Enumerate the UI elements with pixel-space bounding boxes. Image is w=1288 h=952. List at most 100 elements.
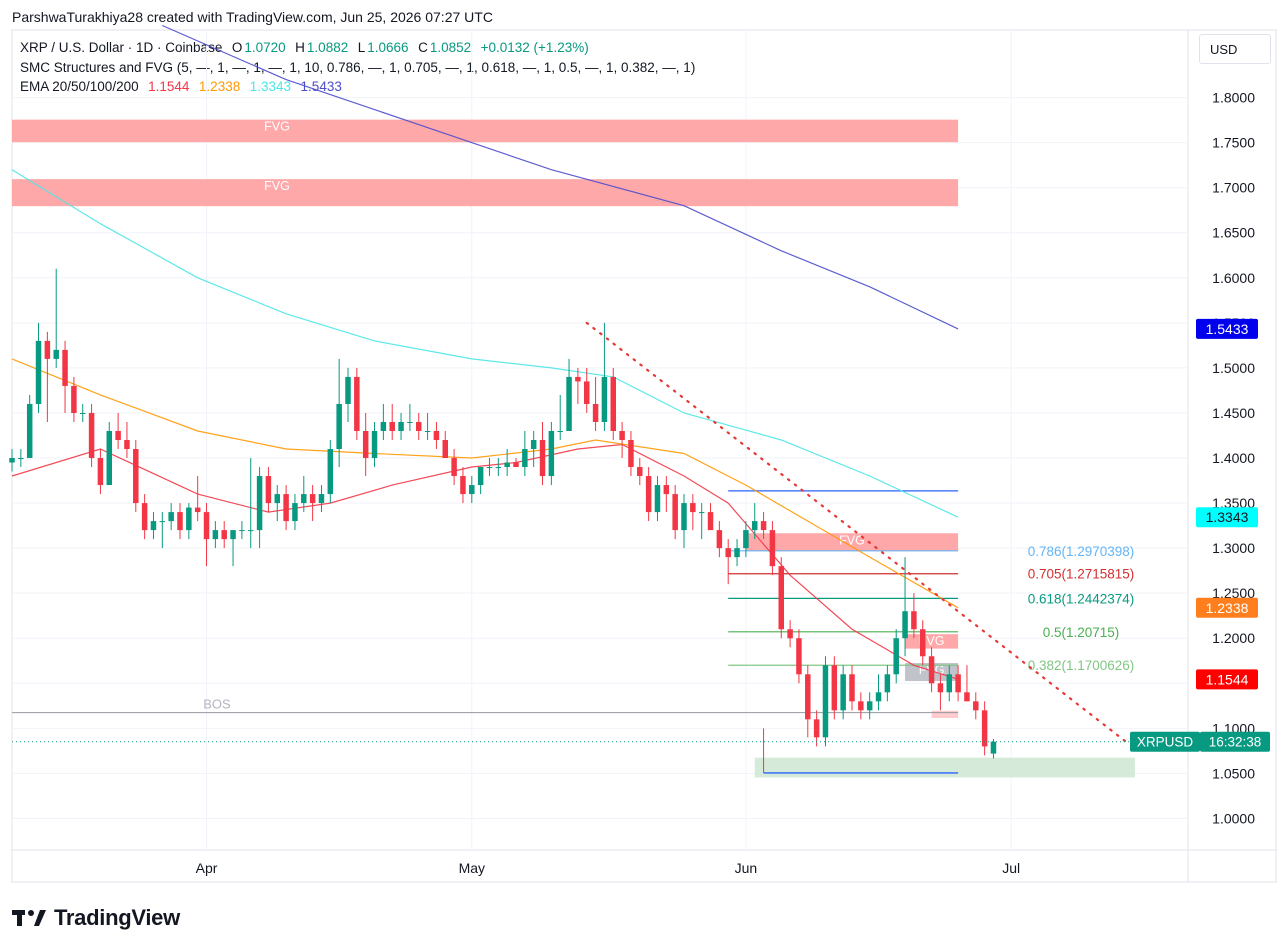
candle-body bbox=[645, 476, 652, 513]
candle bbox=[124, 421, 130, 459]
candle-body bbox=[71, 385, 77, 413]
candle-body bbox=[79, 412, 86, 414]
candle bbox=[336, 358, 342, 468]
fib-level-label: 0.786(1.2970398) bbox=[1028, 544, 1135, 559]
candle-body bbox=[858, 701, 864, 711]
candle-body bbox=[619, 430, 625, 440]
candle bbox=[928, 647, 935, 693]
candle-body bbox=[813, 719, 820, 738]
candle-body bbox=[88, 412, 95, 459]
candle bbox=[203, 503, 210, 567]
candle-body bbox=[787, 629, 793, 639]
candle bbox=[592, 376, 599, 431]
candle-body bbox=[106, 430, 113, 486]
candle-body bbox=[451, 458, 457, 477]
y-tick-label: 1.2500 bbox=[1212, 585, 1255, 601]
candle bbox=[884, 665, 891, 702]
candle-body bbox=[159, 521, 166, 523]
tradingview-logo[interactable]: TradingView bbox=[12, 905, 180, 931]
ema-indicator-label: EMA 20/50/100/200 bbox=[20, 79, 139, 94]
candle-body bbox=[44, 340, 51, 359]
candle-body bbox=[866, 701, 873, 711]
candle bbox=[955, 665, 961, 702]
fib-level-label: 0.382(1.1700626) bbox=[1028, 658, 1135, 673]
candle-body bbox=[354, 376, 360, 431]
candle bbox=[18, 449, 24, 468]
candle-body bbox=[964, 692, 970, 702]
candle-body bbox=[831, 665, 838, 711]
candle-body bbox=[539, 440, 546, 477]
candle bbox=[645, 467, 652, 522]
candle bbox=[106, 421, 113, 486]
candle bbox=[177, 503, 183, 540]
candle bbox=[460, 467, 466, 504]
fvg-zone bbox=[12, 179, 959, 207]
candle-body bbox=[495, 467, 502, 469]
y-tick-label: 1.4000 bbox=[1212, 450, 1255, 466]
candle bbox=[822, 656, 829, 747]
candle-body bbox=[168, 512, 174, 522]
y-tick-label: 1.6500 bbox=[1212, 225, 1255, 241]
candle-body bbox=[751, 521, 758, 531]
candle-body bbox=[504, 462, 510, 468]
candle-body bbox=[734, 548, 740, 558]
change-value: +0.0132 (+1.23%) bbox=[480, 40, 589, 55]
candle-body bbox=[583, 381, 590, 404]
candle-body bbox=[981, 710, 988, 747]
candle-body bbox=[442, 440, 449, 459]
candle-body bbox=[849, 674, 855, 702]
candle bbox=[522, 430, 528, 477]
candle bbox=[716, 521, 723, 558]
ema20-value: 1.1544 bbox=[148, 79, 190, 94]
candle-body bbox=[822, 665, 829, 738]
symbol-legend-row[interactable]: XRP / U.S. Dollar · 1D · Coinbase O 1.072… bbox=[20, 40, 591, 55]
candle-body bbox=[840, 674, 846, 711]
candle bbox=[743, 521, 749, 558]
ema-line-ema200 bbox=[162, 24, 959, 330]
candle-body bbox=[557, 430, 563, 432]
smc-indicator-legend[interactable]: SMC Structures and FVG (5, —, 1, —, 1, —… bbox=[20, 60, 697, 75]
demand-zone bbox=[754, 757, 1135, 778]
y-tick-label: 1.0500 bbox=[1212, 765, 1255, 781]
candle-body bbox=[265, 476, 272, 504]
fvg-label: FVG bbox=[264, 179, 290, 193]
candle bbox=[937, 674, 944, 711]
candle bbox=[858, 692, 864, 720]
ema-indicator-legend[interactable]: EMA 20/50/100/200 1.1544 1.2338 1.3343 1… bbox=[20, 79, 344, 94]
ema100-value: 1.3343 bbox=[249, 79, 292, 94]
candle bbox=[9, 449, 15, 472]
candle-body bbox=[601, 376, 608, 422]
candle-body bbox=[592, 403, 599, 422]
close-label: C bbox=[418, 40, 428, 55]
candle-body bbox=[928, 656, 935, 684]
candle bbox=[840, 665, 846, 720]
candle bbox=[628, 430, 634, 477]
candle-body bbox=[389, 421, 395, 431]
candle bbox=[964, 665, 970, 702]
price-badge-label: 1.1544 bbox=[1206, 671, 1249, 687]
candle-body bbox=[477, 467, 484, 486]
candle bbox=[345, 367, 351, 422]
candle-body bbox=[194, 507, 201, 513]
price-badge-label: 1.2338 bbox=[1206, 600, 1249, 616]
candle bbox=[150, 512, 157, 540]
candle-body bbox=[336, 403, 342, 450]
last-price-symbol-tag bbox=[1130, 731, 1200, 752]
candle bbox=[973, 692, 979, 720]
y-tick-label: 1.0000 bbox=[1212, 810, 1255, 826]
currency-button[interactable]: USD bbox=[1199, 34, 1271, 64]
candle bbox=[919, 620, 926, 666]
fvg-zone bbox=[905, 634, 959, 649]
candle-body bbox=[433, 430, 440, 440]
price-badge bbox=[1196, 318, 1258, 339]
candle bbox=[292, 494, 298, 531]
candle bbox=[79, 403, 86, 422]
candle bbox=[583, 367, 590, 413]
candle-body bbox=[654, 485, 661, 513]
low-label: L bbox=[357, 40, 366, 55]
chart-author-header: ParshwaTurakhiya28 created with TradingV… bbox=[12, 9, 493, 25]
candle-body bbox=[177, 512, 183, 531]
candle bbox=[787, 620, 793, 648]
candle-body bbox=[309, 494, 316, 504]
